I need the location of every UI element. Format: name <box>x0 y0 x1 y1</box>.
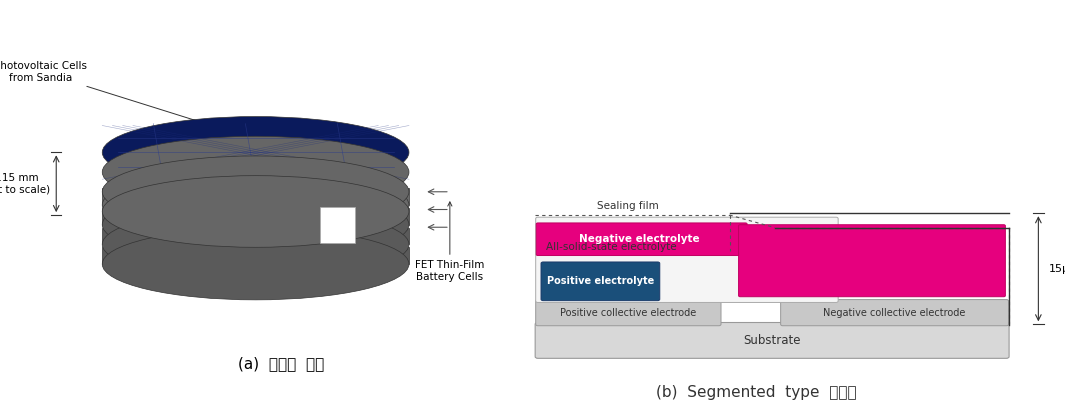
FancyBboxPatch shape <box>536 223 748 256</box>
Text: Negative collective electrode: Negative collective electrode <box>823 308 966 317</box>
FancyBboxPatch shape <box>102 208 409 225</box>
FancyBboxPatch shape <box>536 217 838 302</box>
Text: Sealing film: Sealing film <box>597 201 659 211</box>
Text: All-solid-state electrolyte: All-solid-state electrolyte <box>545 243 676 252</box>
FancyBboxPatch shape <box>102 188 409 205</box>
Ellipse shape <box>102 176 409 247</box>
FancyBboxPatch shape <box>102 228 409 244</box>
FancyBboxPatch shape <box>536 300 721 326</box>
Text: 0.15 mm
(not to scale): 0.15 mm (not to scale) <box>0 173 50 195</box>
Ellipse shape <box>102 208 409 280</box>
FancyBboxPatch shape <box>536 322 1010 358</box>
Text: (a)  적층형  전지: (a) 적층형 전지 <box>239 356 324 371</box>
Text: (b)  Segmented  type  단전지: (b) Segmented type 단전지 <box>656 385 856 400</box>
Ellipse shape <box>102 189 409 260</box>
Ellipse shape <box>102 136 409 208</box>
Ellipse shape <box>102 169 409 241</box>
Text: Photovoltaic Cells
from Sandia: Photovoltaic Cells from Sandia <box>0 61 236 134</box>
FancyBboxPatch shape <box>739 225 1005 297</box>
Text: Positive collective electrode: Positive collective electrode <box>560 308 697 317</box>
FancyBboxPatch shape <box>541 262 660 301</box>
Ellipse shape <box>102 228 409 300</box>
FancyBboxPatch shape <box>781 300 1009 326</box>
Text: Substrate: Substrate <box>743 334 801 347</box>
Text: Soldered Edge
Connections (UCLA): Soldered Edge Connections (UCLA) <box>158 222 339 284</box>
Text: Negative electrolyte: Negative electrolyte <box>578 234 700 244</box>
Text: 15μm: 15μm <box>1049 264 1065 274</box>
FancyBboxPatch shape <box>320 207 356 243</box>
Text: Positive electrolyte: Positive electrolyte <box>546 276 654 286</box>
Ellipse shape <box>102 156 409 228</box>
Text: FET Thin-Film
Battery Cells: FET Thin-Film Battery Cells <box>415 202 485 282</box>
FancyBboxPatch shape <box>102 247 409 264</box>
Ellipse shape <box>102 116 409 188</box>
